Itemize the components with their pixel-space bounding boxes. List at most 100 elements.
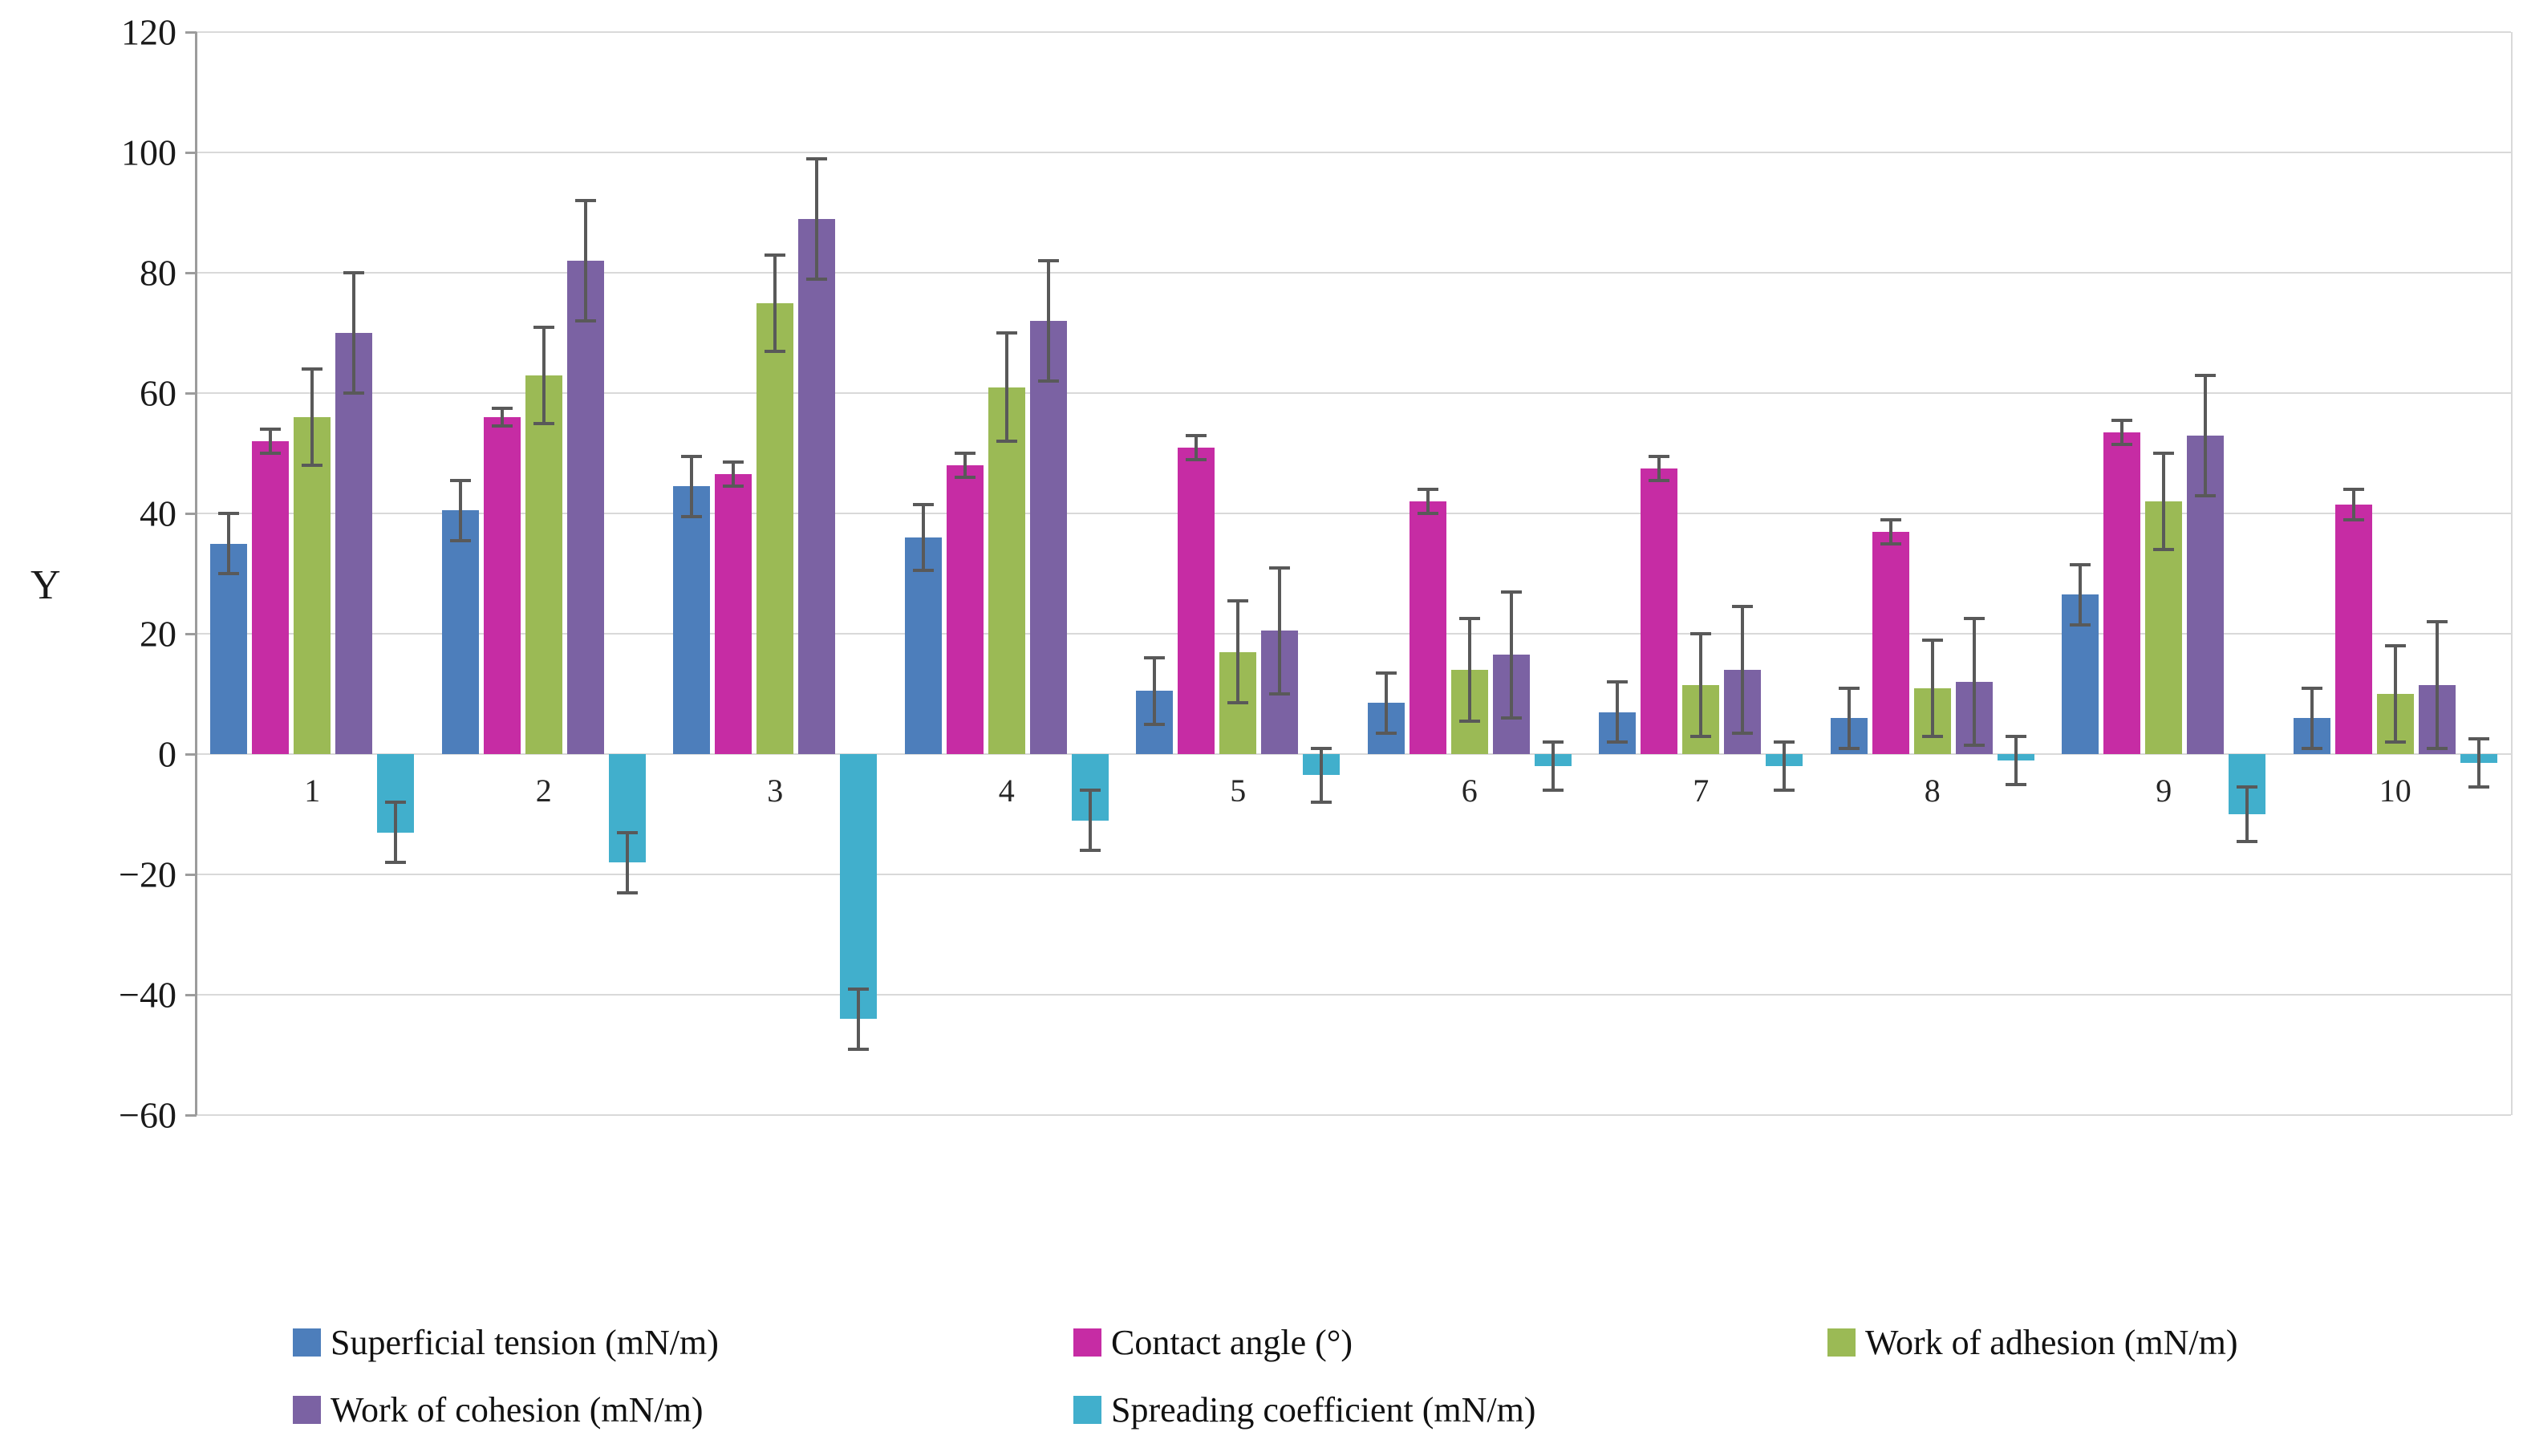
error-bar [963,453,967,477]
bar [715,474,752,754]
error-bar-cap [449,538,471,542]
legend-swatch [1827,1328,1856,1357]
error-bar-cap [765,253,786,257]
legend-swatch [1073,1328,1101,1357]
error-bar-cap [848,1047,870,1051]
error-bar-cap [1880,541,1901,545]
error-bar-cap [1921,734,1943,738]
error-bar-cap [2237,839,2258,843]
error-bar-cap [1690,734,1712,738]
x-tick-label: 4 [998,773,1015,809]
error-bar-cap [2384,740,2406,744]
error-bar-cap [302,367,323,371]
error-bar-cap [1607,740,1629,744]
error-bar [1195,435,1199,460]
y-tick-label: −20 [119,854,176,895]
bar [1872,531,1909,754]
y-tick-label: 40 [140,493,176,534]
error-bar-cap [1963,743,1985,747]
error-bar-cap [1690,632,1712,635]
error-bar [2079,564,2083,625]
error-bar-cap [806,277,828,281]
error-bar-cap [218,512,240,515]
error-bar [1847,687,1851,748]
bar [441,510,479,754]
error-bar [1699,634,1703,736]
error-bar-cap [2237,785,2258,789]
y-axis-tick [185,513,197,515]
bar [946,465,984,754]
error-bar [625,832,629,893]
error-bar-cap [912,502,934,506]
error-bar-cap [218,572,240,575]
error-bar-cap [2153,548,2175,551]
error-bar [1616,682,1620,742]
error-bar-cap [1227,598,1249,602]
error-bar-cap [574,319,596,322]
error-bar-cap [1375,731,1397,735]
legend-swatch [293,1396,321,1424]
error-bar-cap [533,421,554,425]
error-bar [352,273,356,393]
error-bar-cap [1186,457,1207,461]
y-tick-label: 100 [121,132,176,173]
bar [756,302,794,754]
error-bar-cap [1732,605,1754,609]
error-bar-cap [1417,512,1438,515]
error-bar [815,158,819,279]
x-tick-label: 2 [535,773,552,809]
gridline [197,633,2511,635]
legend-swatch [1073,1396,1101,1424]
gridline [197,152,2511,153]
error-bar [1426,489,1430,513]
error-bar [2310,687,2314,748]
error-bar-cap [723,460,744,464]
error-bar-cap [1311,801,1332,804]
error-bar-cap [1607,680,1629,683]
error-bar-cap [2301,746,2322,750]
error-bar-cap [1458,617,1480,621]
error-bar [1741,606,1745,733]
error-bar [1930,639,1934,736]
x-tick-label: 3 [767,773,784,809]
error-bar [269,429,273,453]
error-bar [1384,672,1388,733]
error-bar [921,504,925,571]
bar [1641,468,1678,754]
error-bar-cap [1542,740,1564,744]
y-tick-label: 80 [140,252,176,294]
error-bar [2014,736,2018,785]
error-bar [1888,519,1892,544]
error-bar [2162,453,2166,550]
error-bar [542,326,546,424]
y-axis-tick [185,272,197,274]
error-bar-cap [954,476,976,479]
error-bar-cap [2342,517,2364,521]
error-bar [1278,567,1282,694]
legend-label: Contact angle (°) [1111,1323,1353,1362]
y-axis-tick [185,392,197,395]
x-tick-label: 9 [2156,773,2172,809]
error-bar [1551,742,1555,790]
error-bar [583,201,587,321]
bar [294,417,331,754]
error-bar-cap [1732,731,1754,735]
error-bar-cap [533,325,554,329]
error-bar-cap [1542,789,1564,792]
error-bar [1467,618,1471,721]
bar [2334,504,2372,754]
error-bar-cap [681,514,703,518]
error-bar-cap [574,199,596,202]
error-bar-cap [2195,373,2217,377]
y-axis-tick [185,994,197,996]
error-bar-cap [2070,623,2091,627]
error-bar-cap [2301,686,2322,690]
bar [210,543,248,754]
error-bar-cap [1186,433,1207,437]
error-bar-cap [681,454,703,458]
bar [1178,447,1215,754]
error-bar-cap [2426,620,2448,623]
error-bar [394,802,398,862]
error-bar-cap [1079,789,1101,792]
